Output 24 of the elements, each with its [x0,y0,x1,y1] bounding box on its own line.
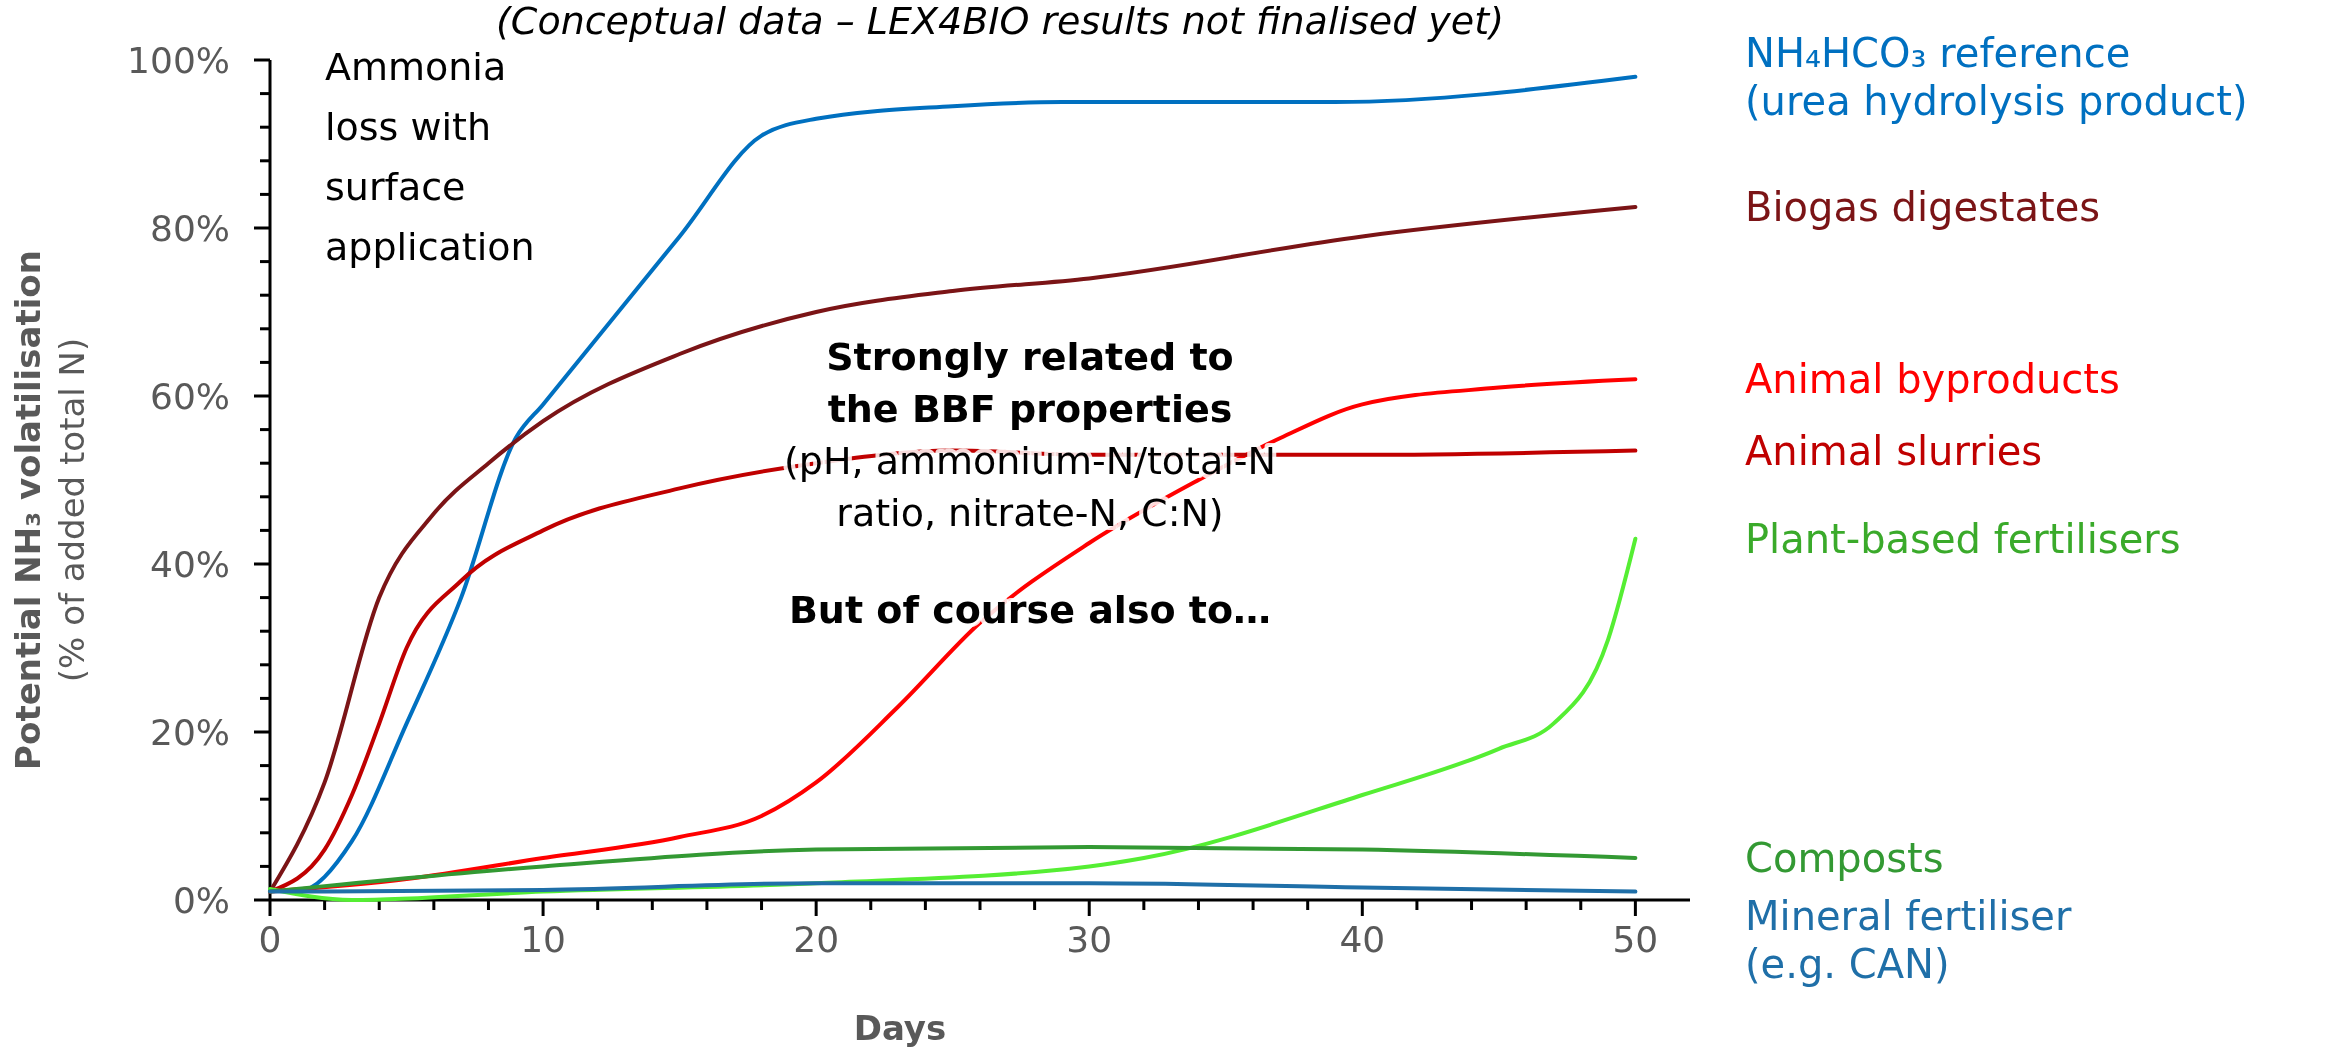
x-tick-label: 40 [1339,919,1386,960]
y-tick-label: 100% [127,39,230,81]
text: NH₄HCO₃ reference (urea hydrolysis product) [1745,29,2248,124]
x-tick-label: 50 [1612,919,1659,960]
y-tick-label: 80% [149,207,230,249]
text: Composts [1745,835,1944,881]
text: Animal slurries [1745,427,2043,474]
x-axis-title: Days [853,1008,947,1048]
text: Plant-based fertilisers [1745,515,2181,562]
text: Biogas digestates [1745,184,2101,230]
x-tick-label: 20 [793,919,840,960]
x-tick-label: 0 [258,919,282,960]
chart-title: (Conceptual data – LEX4BIO results not finalised yet) [496,0,1504,43]
annotation: Strongly related to the BBF properties [826,335,1234,431]
y-tick-label: 60% [149,375,230,417]
x-tick-label: 10 [520,919,566,960]
line-series [268,881,1638,894]
text: Mineral fertiliser (e.g. CAN) [1745,893,2072,987]
y-tick-label: 20% [149,711,230,753]
annotation: Ammonia loss with surface application [325,45,535,269]
y-tick-label: 0% [172,879,230,921]
y-tick-label: 40% [149,543,230,585]
x-tick-label: 30 [1066,919,1113,960]
text: Animal byproducts [1745,356,2120,403]
